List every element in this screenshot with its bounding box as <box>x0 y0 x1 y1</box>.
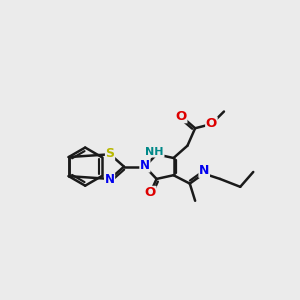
Text: N: N <box>105 173 115 186</box>
Text: O: O <box>206 117 217 130</box>
Text: N: N <box>140 159 150 172</box>
Text: N: N <box>199 164 209 177</box>
Text: NH: NH <box>146 147 164 157</box>
Text: S: S <box>106 147 115 160</box>
Text: O: O <box>145 186 156 200</box>
Text: O: O <box>176 110 187 123</box>
